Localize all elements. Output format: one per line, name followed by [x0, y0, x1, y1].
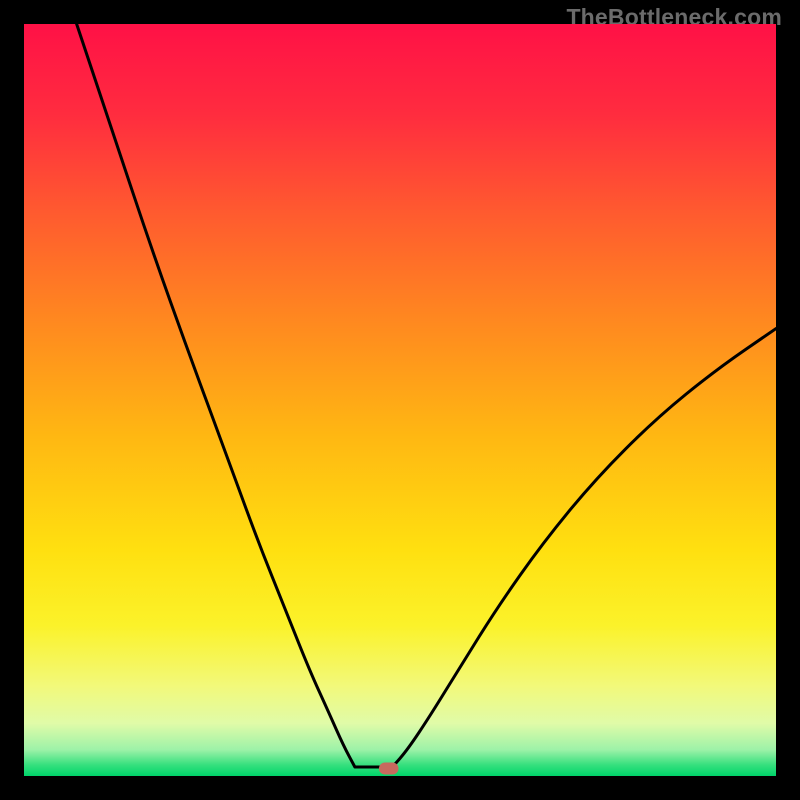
chart-frame: TheBottleneck.com: [0, 0, 800, 800]
plot-area: [24, 24, 776, 776]
optimal-marker: [379, 762, 399, 774]
gradient-background: [24, 24, 776, 776]
gradient-plot-svg: [24, 24, 776, 776]
